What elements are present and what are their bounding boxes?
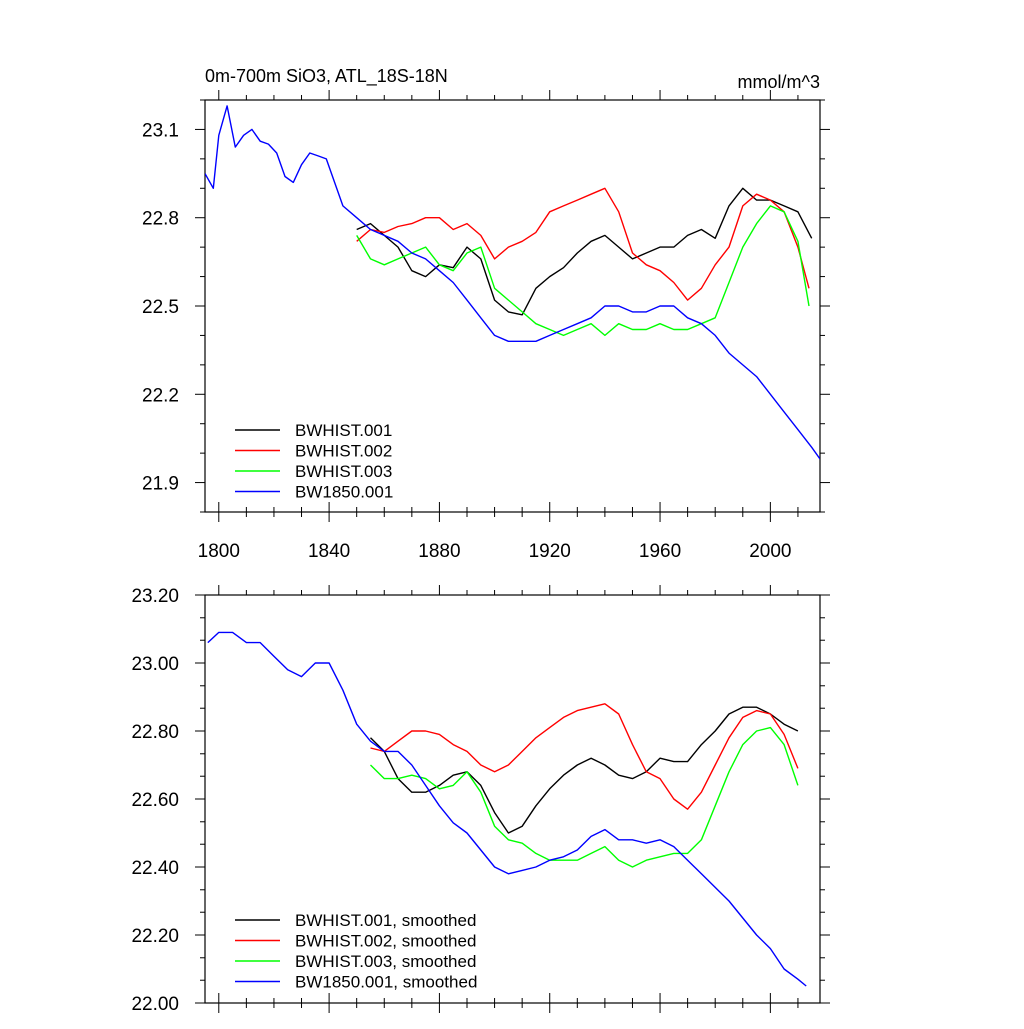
y-tick-label: 22.2 — [142, 385, 179, 406]
series-line-bw1850-001-smoothed — [207, 631, 807, 987]
chart-title: 0m-700m SiO3, ATL_18S-18N — [205, 66, 448, 87]
y-tick-label: 22.8 — [142, 209, 179, 230]
y-tick-label: 22.60 — [131, 790, 179, 811]
legend-label-bw1850-001-smoothed: BW1850.001, smoothed — [295, 973, 477, 992]
series-line-bwhist-001-smoothed — [370, 706, 799, 834]
series-line-bwhist-002-smoothed — [370, 703, 799, 810]
legend-label-bwhist-001: BWHIST.001 — [295, 421, 392, 440]
legend-label-bw1850-001: BW1850.001 — [295, 483, 393, 502]
y-tick-label: 22.5 — [142, 297, 179, 318]
y-tick-label: 22.00 — [131, 994, 179, 1015]
series-line-bwhist-003 — [356, 205, 810, 337]
y-tick-label: 23.1 — [142, 120, 179, 141]
legend-label-bwhist-002-smoothed: BWHIST.002, smoothed — [295, 932, 476, 951]
x-tick-label: 1880 — [418, 541, 460, 562]
x-tick-label: 1800 — [198, 541, 240, 562]
y-tick-label: 23.00 — [131, 654, 179, 675]
x-tick-label: 1960 — [639, 541, 681, 562]
x-tick-label: 1920 — [529, 541, 571, 562]
y-tick-label: 21.9 — [142, 474, 179, 495]
bottom-panel: 22.00 22.20 22.40 22.60 22.80 23.00 23.20 BWHIS… — [131, 585, 830, 1015]
x-tick-label: 1840 — [308, 541, 350, 562]
x-tick-label: 2000 — [749, 541, 791, 562]
series-line-bwhist-003-smoothed — [370, 726, 799, 868]
legend-label-bwhist-001-smoothed: BWHIST.001, smoothed — [295, 911, 476, 930]
units-label: mmol/m^3 — [738, 72, 820, 92]
series-line-bwhist-002 — [356, 187, 810, 301]
legend-label-bwhist-003-smoothed: BWHIST.003, smoothed — [295, 952, 476, 971]
y-tick-label: 22.40 — [131, 858, 179, 879]
series-line-bw1850-001 — [205, 105, 820, 460]
legend-label-bwhist-003: BWHIST.003 — [295, 462, 392, 481]
legend-label-bwhist-002: BWHIST.002 — [295, 442, 392, 461]
top-panel: 1800 1840 1880 1920 1960 2000 21.9 22.2 22.5 22.8… — [142, 66, 830, 562]
y-tick-label: 22.80 — [131, 722, 179, 743]
y-tick-label: 23.20 — [131, 586, 179, 607]
series-line-bwhist-001 — [356, 187, 813, 316]
y-tick-label: 22.20 — [131, 926, 179, 947]
